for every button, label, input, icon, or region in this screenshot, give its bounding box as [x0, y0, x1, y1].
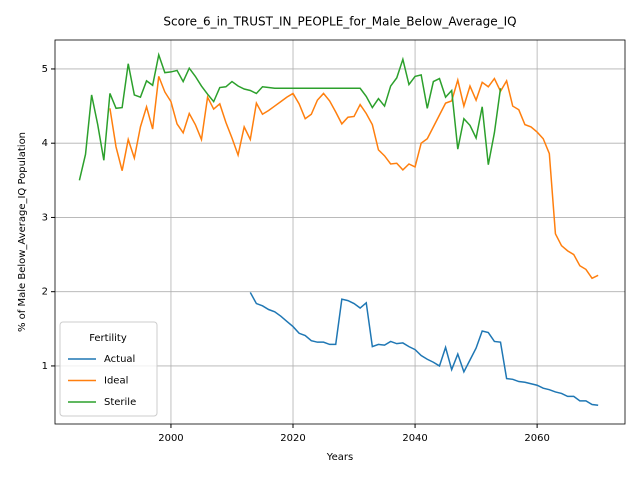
y-tick-label: 3: [42, 212, 48, 223]
legend-label: Ideal: [104, 376, 128, 387]
x-tick-label: 2040: [402, 433, 427, 444]
series-line: [249, 292, 599, 407]
legend-title: Fertility: [89, 333, 127, 344]
y-tick-label: 5: [42, 64, 48, 75]
legend-label: Sterile: [104, 397, 136, 408]
plot-frame: [54, 39, 626, 425]
series-line: [109, 76, 599, 280]
y-tick-label: 4: [42, 138, 48, 149]
y-tick-label: 1: [42, 361, 48, 372]
series-line: [78, 51, 502, 181]
x-tick-label: 2060: [524, 433, 549, 444]
legend-box: [59, 321, 158, 417]
chart-title: Score_6_in_TRUST_IN_PEOPLE_for_Male_Belo…: [163, 15, 516, 29]
y-axis-label: % of Male Below_Average_IQ Population: [17, 132, 28, 332]
x-tick-label: 2000: [158, 433, 183, 444]
x-axis-label: Years: [326, 452, 353, 463]
y-tick-label: 2: [42, 287, 48, 298]
x-tick-label: 2020: [280, 433, 305, 444]
legend-label: Actual: [104, 354, 135, 365]
